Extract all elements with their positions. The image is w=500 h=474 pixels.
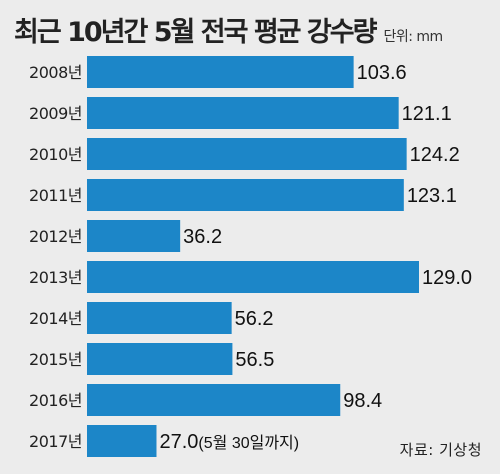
chart-title: 최근 10년간 5월 전국 평균 강수량 [14,17,377,48]
category-label: 2016년 [29,391,82,410]
category-label: 2015년 [29,350,82,369]
bar [87,179,404,211]
bar [87,56,354,88]
value-label: 123.1 [407,185,457,207]
category-label: 2008년 [29,63,82,82]
value-label: 129.0 [422,267,472,289]
bar [87,343,233,375]
value-label: 124.2 [410,144,460,166]
source-label: 자료: 기상청 [399,441,482,459]
value-annotation: (5월 30일까지) [198,434,299,452]
category-label: 2012년 [29,227,82,246]
bar [87,384,341,416]
bar [87,261,419,293]
category-label: 2013년 [29,268,82,287]
value-label: 103.6 [357,62,407,84]
title-row: 최근 10년간 5월 전국 평균 강수량 단위: mm [14,10,443,48]
value-label: 56.2 [235,308,274,330]
bar [87,302,232,334]
unit-label: 단위: mm [383,29,443,45]
value-label: 121.1 [402,103,452,125]
bar [87,220,181,252]
category-label: 2010년 [29,145,82,164]
bar [87,425,157,457]
value-label: 56.5 [235,349,274,371]
bar [87,97,399,129]
category-label: 2017년 [29,432,82,451]
value-label: 98.4 [343,390,382,412]
value-label: 27.0(5월 30일까지) [159,431,299,453]
category-label: 2011년 [29,186,82,205]
value-label: 36.2 [183,226,222,248]
category-label: 2014년 [29,309,82,328]
category-label: 2009년 [29,104,82,123]
bar [87,138,407,170]
